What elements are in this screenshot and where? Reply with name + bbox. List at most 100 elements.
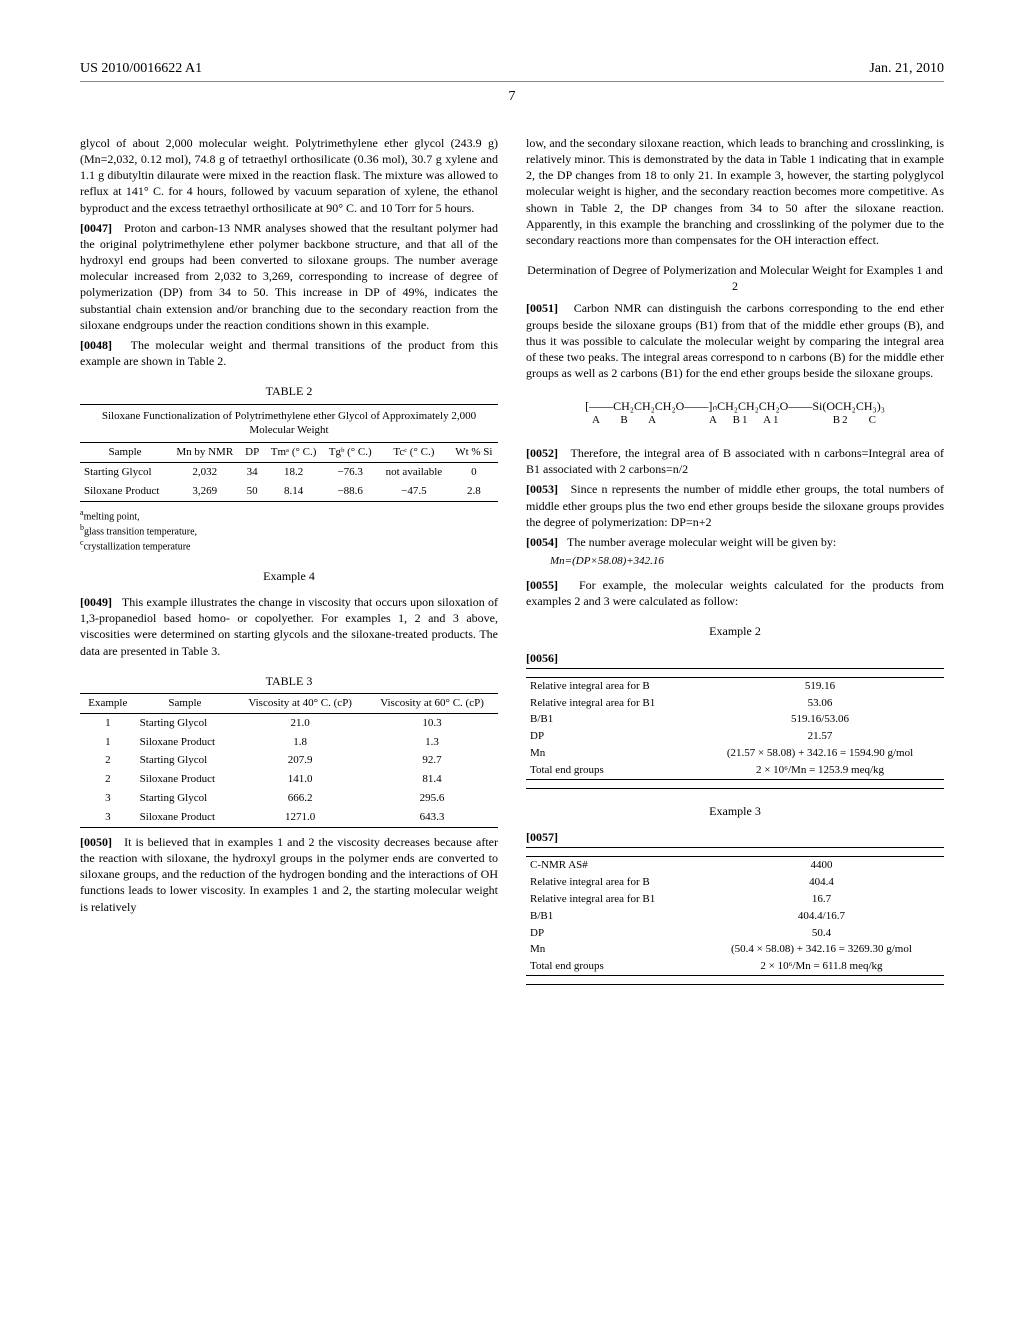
t2-r1c6: 0	[450, 463, 498, 482]
table-cell: 141.0	[234, 770, 366, 789]
t2-h4: Tgᵇ (° C.)	[322, 443, 378, 463]
table-cell: 1.8	[234, 733, 366, 752]
t3-h2: Viscosity at 40° C. (cP)	[234, 693, 366, 713]
page-header: US 2010/0016622 A1 Jan. 21, 2010	[80, 60, 944, 82]
formula-chain: [——CH₂CH₂CH₂O——]ₙCH₂CH₂CH₂O——Si(OCH₂CH₃)…	[526, 399, 944, 413]
kv-key: DP	[526, 925, 699, 942]
kv-value: 404.4	[699, 874, 944, 891]
t2-h3: Tmᵃ (° C.)	[265, 443, 322, 463]
para-num-0053: [0053]	[526, 482, 558, 496]
table-cell: Siloxane Product	[136, 733, 235, 752]
table-row: 3Starting Glycol666.2295.6	[80, 789, 498, 808]
paragraph-0055: [0055] For example, the molecular weight…	[526, 577, 944, 609]
kv-key: Mn	[526, 745, 696, 762]
para-num-0049: [0049]	[80, 595, 112, 609]
kv-value: 404.4/16.7	[699, 908, 944, 925]
paragraph-0051: [0051] Carbon NMR can distinguish the ca…	[526, 300, 944, 381]
page-number: 7	[80, 88, 944, 107]
table2-footnotes: amelting point, bglass transition temper…	[80, 508, 498, 554]
t2-r2c0: Siloxane Product	[80, 482, 170, 501]
paragraph-0053: [0053] Since n represents the number of …	[526, 481, 944, 530]
table-cell: Starting Glycol	[136, 751, 235, 770]
kv-key: Relative integral area for B	[526, 677, 696, 694]
table-row: Relative integral area for B404.4	[526, 874, 944, 891]
para-num-0057: [0057]	[526, 829, 944, 845]
t2-r2c5: −47.5	[378, 482, 450, 501]
right-continuation: low, and the secondary siloxane reaction…	[526, 135, 944, 248]
t2-r1c3: 18.2	[265, 463, 322, 482]
table-2: Siloxane Functionalization of Polytrimet…	[80, 404, 498, 502]
table-cell: 1271.0	[234, 808, 366, 827]
kv-key: B/B1	[526, 908, 699, 925]
kv-value: 4400	[699, 857, 944, 874]
paragraph-0048: [0048] The molecular weight and thermal …	[80, 337, 498, 369]
table-row: Relative integral area for B153.06	[526, 695, 944, 712]
table-row: B/B1519.16/53.06	[526, 711, 944, 728]
kv-value: 519.16/53.06	[696, 711, 944, 728]
t2-r2c6: 2.8	[450, 482, 498, 501]
paragraph-0052: [0052] Therefore, the integral area of B…	[526, 445, 944, 477]
table-cell: Starting Glycol	[136, 789, 235, 808]
table-cell: 2	[80, 770, 136, 789]
para-text-0049: This example illustrates the change in v…	[80, 595, 498, 658]
table-row: Mn(50.4 × 58.08) + 342.16 = 3269.30 g/mo…	[526, 941, 944, 958]
para-text-0053: Since n represents the number of middle …	[526, 482, 944, 528]
t3-h1: Sample	[136, 693, 235, 713]
table-row: DP50.4	[526, 925, 944, 942]
table-cell: 1	[80, 733, 136, 752]
kv-key: DP	[526, 728, 696, 745]
para-text-0048: The molecular weight and thermal transit…	[80, 338, 498, 368]
para-num-0056: [0056]	[526, 650, 944, 666]
kv-key: Total end groups	[526, 762, 696, 779]
table-cell: 1	[80, 713, 136, 732]
table-cell: Siloxane Product	[136, 770, 235, 789]
kv-value: 519.16	[696, 677, 944, 694]
table-cell: 295.6	[366, 789, 498, 808]
kv-value: 2 × 10⁶/Mn = 1253.9 meq/kg	[696, 762, 944, 779]
table-cell: 81.4	[366, 770, 498, 789]
para-text-0055: For example, the molecular weights calcu…	[526, 578, 944, 608]
mn-formula: Mn=(DP×58.08)+342.16	[550, 554, 944, 569]
t2-h5: Tcᶜ (° C.)	[378, 443, 450, 463]
t2-r2c2: 50	[239, 482, 264, 501]
determination-heading: Determination of Degree of Polymerizatio…	[526, 262, 944, 294]
kv-value: 16.7	[699, 891, 944, 908]
t2-r2c3: 8.14	[265, 482, 322, 501]
paragraph-0047: [0047] Proton and carbon-13 NMR analyses…	[80, 220, 498, 333]
example-2-heading: Example 2	[526, 623, 944, 639]
t2-h1: Mn by NMR	[170, 443, 239, 463]
kv-value: 2 × 10⁶/Mn = 611.8 meq/kg	[699, 958, 944, 975]
continuation-paragraph: glycol of about 2,000 molecular weight. …	[80, 135, 498, 216]
t2-h2: DP	[239, 443, 264, 463]
t2-r1c1: 2,032	[170, 463, 239, 482]
table-row: Mn(21.57 × 58.08) + 342.16 = 1594.90 g/m…	[526, 745, 944, 762]
kv-key: B/B1	[526, 711, 696, 728]
table-cell: 92.7	[366, 751, 498, 770]
para-num-0054: [0054]	[526, 535, 558, 549]
table-row: Total end groups2 × 10⁶/Mn = 611.8 meq/k…	[526, 958, 944, 975]
para-text-0050: It is believed that in examples 1 and 2 …	[80, 835, 498, 914]
table-cell: 643.3	[366, 808, 498, 827]
table-cell: 3	[80, 808, 136, 827]
structural-formula: [——CH₂CH₂CH₂O——]ₙCH₂CH₂CH₂O——Si(OCH₂CH₃)…	[526, 399, 944, 427]
table-cell: 10.3	[366, 713, 498, 732]
table-row: 1Siloxane Product1.81.3	[80, 733, 498, 752]
para-text-0051: Carbon NMR can distinguish the carbons c…	[526, 301, 944, 380]
table-cell: 1.3	[366, 733, 498, 752]
right-column: low, and the secondary siloxane reaction…	[526, 135, 944, 991]
table-3: Example Sample Viscosity at 40° C. (cP) …	[80, 693, 498, 828]
t2-r1c4: −76.3	[322, 463, 378, 482]
paragraph-0049: [0049] This example illustrates the chan…	[80, 594, 498, 659]
table-cell: 2	[80, 751, 136, 770]
kv-key: Relative integral area for B1	[526, 695, 696, 712]
left-column: glycol of about 2,000 molecular weight. …	[80, 135, 498, 991]
kv-key: Mn	[526, 941, 699, 958]
fn-b: glass transition temperature,	[84, 526, 197, 537]
para-num-0047: [0047]	[80, 221, 112, 235]
table-row: Relative integral area for B519.16	[526, 677, 944, 694]
two-column-layout: glycol of about 2,000 molecular weight. …	[80, 135, 944, 991]
para-text-0054: The number average molecular weight will…	[567, 535, 836, 549]
publication-date: Jan. 21, 2010	[869, 60, 944, 79]
table-row: DP21.57	[526, 728, 944, 745]
fn-a: melting point,	[84, 511, 140, 522]
